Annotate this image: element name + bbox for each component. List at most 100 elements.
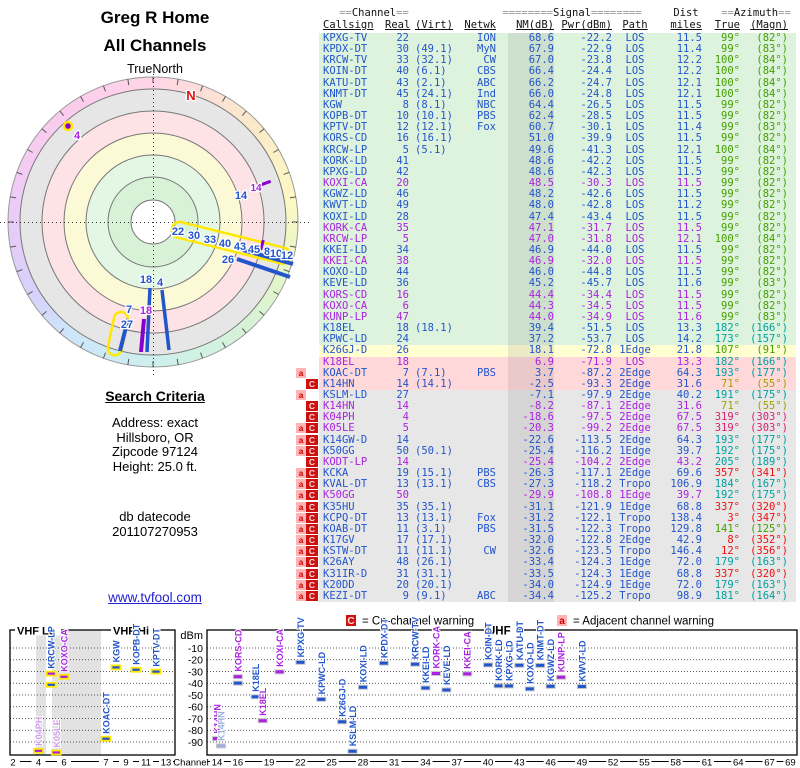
signal-bar (212, 736, 222, 742)
warning-spacer (296, 234, 306, 244)
cell-pwr: -116.2 (574, 444, 612, 457)
cell-nm: -25.4 (508, 456, 554, 469)
radar-channel-label: 22 (172, 226, 184, 238)
table-row: a C KCPQ-DT 13 (13.1) Fox -31.2 -122.1 Tropo 138.… (296, 512, 796, 524)
cell-path: 1Edge (619, 344, 651, 357)
cell-real: 50 (396, 489, 409, 502)
signal-bar (535, 662, 546, 668)
cell-nm: -20.3 (508, 423, 554, 435)
cell-virt (409, 212, 464, 223)
channel-tick-label: 4 (36, 758, 41, 768)
warning-spacer (306, 111, 318, 121)
cell-virt: (2.1) (415, 76, 447, 89)
signal-bar (514, 662, 525, 668)
cell-path: LOS (625, 310, 645, 323)
signal-bar (430, 670, 441, 676)
cell-callsign: KORK-CA (323, 221, 368, 234)
table-row: KOXI-CA 20 48.5 -30.3 LOS 11.5 99° (82°) (296, 177, 796, 190)
cell-netwk (464, 267, 508, 278)
signal-bar (493, 683, 504, 689)
cell-virt: (49.1) (415, 43, 453, 56)
cell-magn-azimuth: (341°) (750, 467, 788, 480)
cell-pwr: -45.7 (580, 277, 612, 290)
cell-real: 35 (396, 221, 409, 234)
vhf-warning-bands (36, 630, 101, 755)
cell-pwr: -104.2 (574, 455, 612, 468)
cell-miles: 11.5 (676, 32, 702, 44)
cell-pwr: -24.4 (580, 65, 612, 78)
signal-bar (232, 680, 243, 686)
cell-miles: 69.6 (676, 467, 702, 480)
cell-netwk (464, 301, 508, 312)
channel-tick-label: 43 (514, 758, 525, 768)
cell-miles: 11.5 (676, 98, 702, 111)
cell-callsign: KVAL-DT (323, 478, 368, 491)
warning-spacer (296, 89, 306, 99)
cell-virt: (3.1) (415, 522, 447, 535)
cell-virt (409, 156, 464, 167)
cell-nm: -33.5 (508, 568, 554, 580)
cell-netwk (464, 334, 508, 345)
cell-true-azimuth: 99° (721, 299, 740, 312)
table-row: KATU-DT 43 (2.1) ABC 66.2 -24.7 LOS 12.1 100° (84… (296, 76, 796, 89)
station-label: KRCW-LP (47, 626, 57, 668)
cell-netwk: PBS (477, 110, 496, 123)
report-subtitle: All Channels (103, 36, 207, 55)
report-title: Greg R Home (100, 8, 210, 27)
cell-callsign: KNMT-DT (323, 87, 368, 100)
cell-virt (409, 301, 464, 312)
cell-pwr: -124.3 (574, 556, 612, 569)
cell-miles: 11.4 (676, 43, 702, 56)
cell-path: LOS (625, 255, 645, 268)
cell-path: 1Edge (619, 578, 651, 591)
warning-spacer (306, 55, 318, 65)
cell-magn-azimuth: (163°) (750, 556, 788, 569)
tvfool-link[interactable]: www.tvfool.com (108, 590, 202, 605)
signal-bars: K04PH KRCW-LP K05LE KOXO-CA KOAC-DT KGW KOPB-D… (33, 616, 588, 756)
table-row: KOXO-LD 44 46.0 -44.8 LOS 11.5 99° (82°) (296, 266, 796, 279)
cell-pwr: -93.3 (580, 377, 612, 390)
signal-bar (441, 687, 452, 693)
cell-path: LOS (625, 177, 645, 190)
cell-pwr: -30.3 (580, 177, 612, 190)
cell-magn-azimuth: (83°) (756, 277, 788, 290)
cell-miles: 11.6 (676, 277, 702, 290)
signal-bar (100, 735, 112, 742)
cell-nm: 49.6 (508, 144, 554, 156)
cell-pwr: -97.5 (580, 411, 612, 424)
warning-spacer (296, 312, 306, 322)
cochannel-legend-text: = Co-channel warning (362, 616, 474, 628)
cell-nm: 37.2 (508, 334, 554, 346)
cell-virt (409, 334, 464, 345)
cell-nm: 44.4 (508, 289, 554, 301)
col-path: Path (622, 19, 648, 31)
cell-pwr: -22.2 (580, 32, 612, 44)
cell-true-azimuth: 100° (714, 76, 740, 89)
cell-nm: -32.6 (508, 546, 554, 558)
warning-spacer (306, 312, 318, 322)
cell-netwk (464, 446, 508, 457)
station-label: KRCW-TV (411, 617, 421, 659)
signal-bar (347, 748, 358, 754)
cell-nm: 62.4 (508, 110, 554, 123)
cell-magn-azimuth: (82°) (756, 243, 788, 256)
cell-true-azimuth: 173° (714, 333, 740, 346)
cell-virt (409, 189, 464, 200)
cell-miles: 11.6 (676, 310, 702, 323)
cell-nm: -7.1 (508, 389, 554, 402)
cochannel-warning-marker: C (306, 490, 318, 501)
cell-netwk (464, 189, 508, 200)
cell-callsign: KATU-DT (323, 76, 368, 89)
warning-spacer (306, 223, 318, 233)
cell-pwr: -51.5 (580, 322, 612, 335)
cell-callsign: K26GJ-D (323, 344, 368, 357)
cell-miles: 12.2 (676, 54, 702, 67)
cell-miles: 39.7 (676, 489, 702, 502)
cell-callsign: KOXO-LD (323, 266, 368, 279)
cell-magn-azimuth: (82°) (756, 210, 788, 223)
cell-path: Tropo (619, 589, 651, 602)
cell-callsign: K18EL (323, 355, 355, 368)
cell-nm: 48.6 (508, 155, 554, 167)
cell-netwk (464, 145, 508, 156)
